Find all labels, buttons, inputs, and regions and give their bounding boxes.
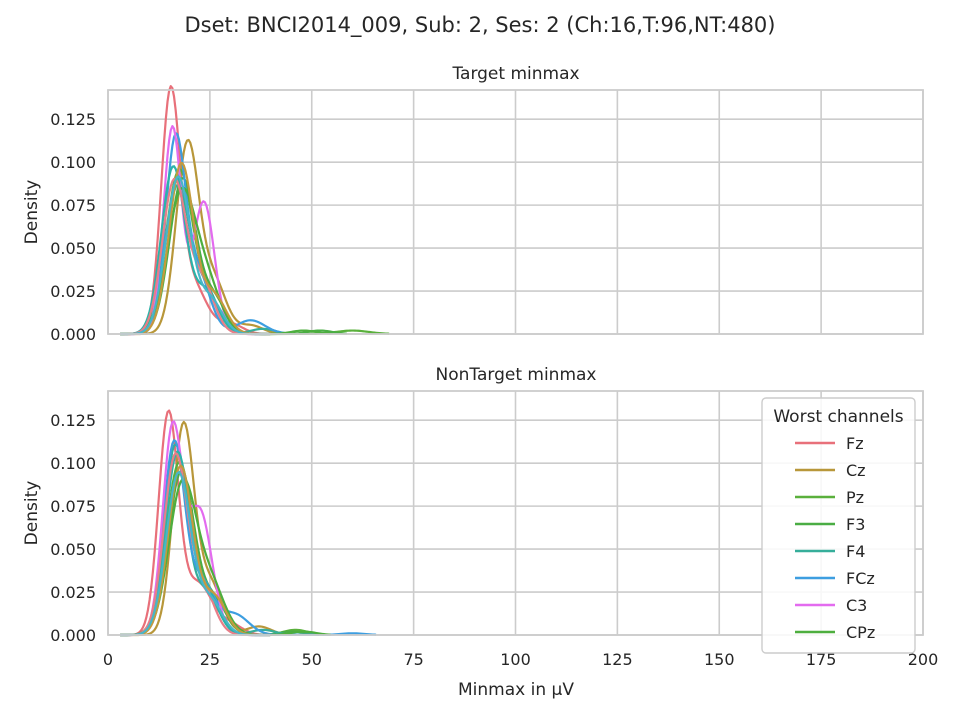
legend-box <box>761 397 916 654</box>
plot-frame <box>107 89 924 335</box>
legend-label-f4: F4 <box>846 542 865 561</box>
nontarget-panel: NonTarget minmax Density Minmax in μV 0.… <box>22 365 938 700</box>
y-axis-label: Density <box>22 481 42 546</box>
x-axis-label: Minmax in μV <box>458 680 574 700</box>
y-tick-label: 0.025 <box>50 583 96 602</box>
legend-label-pz: Pz <box>846 488 864 507</box>
kde-curve-fz <box>120 85 271 336</box>
legend-label-cz: Cz <box>846 461 866 480</box>
y-tick-label: 0.050 <box>50 540 96 559</box>
y-tick-label: 0.000 <box>50 626 96 645</box>
legend-label-c3: C3 <box>846 596 867 615</box>
y-tick-label: 0.075 <box>50 196 96 215</box>
figure-suptitle: Dset: BNCI2014_009, Sub: 2, Ses: 2 (Ch:1… <box>185 13 776 38</box>
x-tick-label: 100 <box>500 650 531 669</box>
legend-label-cpz: CPz <box>846 623 875 642</box>
x-tick-label: 175 <box>806 650 837 669</box>
y-axis-label: Density <box>22 180 42 245</box>
y-tick-label: 0.050 <box>50 239 96 258</box>
kde-curve-cz <box>120 420 290 637</box>
x-tick-label: 0 <box>103 650 113 669</box>
y-tick-label: 0.000 <box>50 325 96 344</box>
kde-curve-fz <box>120 409 271 637</box>
legend-label-fcz: FCz <box>846 569 875 588</box>
panel-title: Target minmax <box>451 64 579 84</box>
kde-curve-f4 <box>120 442 292 637</box>
legend-label-fz: Fz <box>846 434 864 453</box>
panel-title: NonTarget minmax <box>436 365 597 385</box>
x-tick-label: 75 <box>403 650 423 669</box>
y-tick-label: 0.100 <box>50 153 96 172</box>
x-tick-label: 50 <box>302 650 322 669</box>
y-tick-label: 0.125 <box>50 411 96 430</box>
plot-frame <box>107 390 924 636</box>
y-tick-label: 0.075 <box>50 497 96 516</box>
kde-curve-extra4 <box>120 175 271 336</box>
legend: Worst channels Fz Cz Pz F3 F4 FCz C3 CPz <box>761 397 916 654</box>
target-panel: Target minmax Density 0.000 0.025 0.050 0.0… <box>22 64 924 344</box>
legend-title: Worst channels <box>773 407 903 427</box>
legend-label-f3: F3 <box>846 515 865 534</box>
x-tick-label: 125 <box>602 650 633 669</box>
y-tick-label: 0.025 <box>50 282 96 301</box>
y-tick-label: 0.125 <box>50 110 96 129</box>
x-tick-label: 150 <box>704 650 735 669</box>
x-tick-label: 25 <box>200 650 220 669</box>
y-tick-label: 0.100 <box>50 454 96 473</box>
x-tick-label: 200 <box>908 650 939 669</box>
